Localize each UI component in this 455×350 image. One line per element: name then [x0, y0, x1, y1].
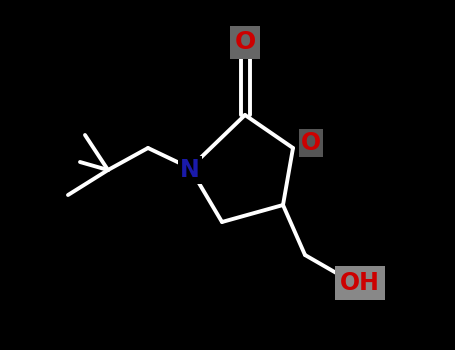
- Text: N: N: [180, 158, 200, 182]
- Text: O: O: [234, 30, 256, 54]
- Text: O: O: [301, 131, 321, 155]
- Text: OH: OH: [340, 271, 380, 295]
